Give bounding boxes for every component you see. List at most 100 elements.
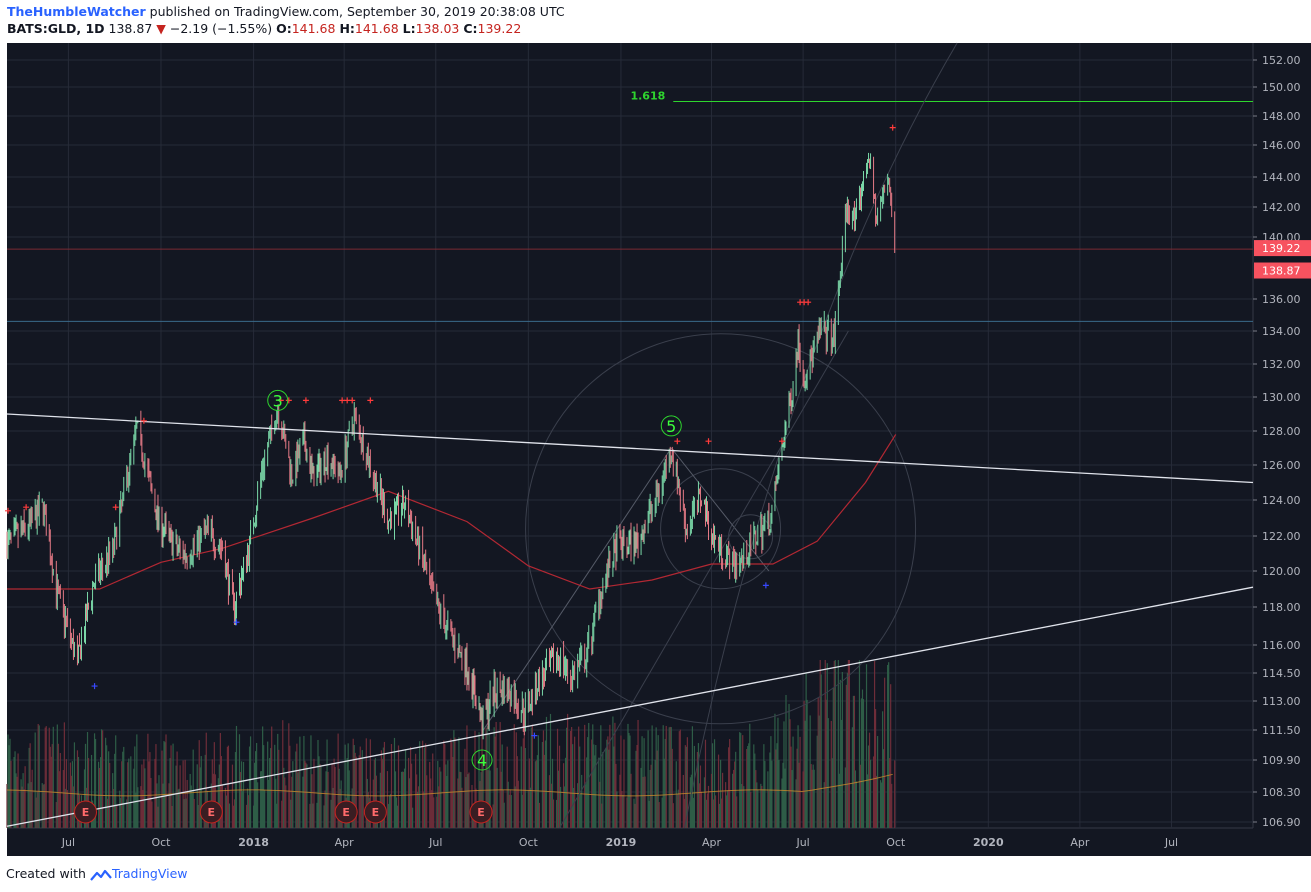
volume-bar [826,663,828,828]
volume-bar [854,770,857,828]
volume-bar [774,713,776,828]
volume-bar [468,772,470,828]
volume-bar [599,781,601,828]
volume-bar [657,735,659,828]
volume-bar [381,758,384,828]
volume-bar [52,726,54,828]
volume-bar [211,759,213,828]
earnings-marker[interactable] [334,800,358,824]
volume-bars [6,660,896,828]
volume-bar [662,725,664,828]
symbol-label[interactable]: BATS:GLD, 1D [7,21,105,36]
volume-bar [496,767,498,828]
volume-bar [183,799,185,828]
volume-bar [388,795,391,828]
y-tick-label: 148.00 [1262,110,1301,123]
volume-bar [400,771,403,828]
y-tick-label: 130.00 [1262,391,1301,404]
price-chart[interactable]: 1.618 3 4 5 E E E E E 152.00 150.00 148.00 146.00… [0,40,1311,856]
volume-bar [64,788,66,828]
volume-bar [256,743,258,828]
volume-bar [130,756,132,828]
volume-bar [614,722,616,828]
y-tick-label: 106.90 [1262,816,1301,829]
volume-bar [383,741,386,828]
volume-bar [24,766,26,828]
tradingview-logo-icon [90,869,112,881]
volume-bar [297,772,299,828]
volume-bar [430,778,432,828]
volume-bar [440,771,442,828]
volume-bar [136,734,138,828]
volume-bar [495,721,497,828]
open-label: O: [276,21,292,36]
volume-bar [83,769,86,828]
created-with-text: Created with [6,866,86,881]
volume-bar [337,733,339,828]
volume-bar [21,786,23,828]
volume-bar [713,739,716,828]
volume-bar [685,746,687,828]
volume-bar [669,726,671,828]
y-tick-label: 109.90 [1262,754,1301,767]
y-tick-label: 108.30 [1262,786,1301,799]
volume-bar [458,737,460,828]
volume-bar [888,662,890,828]
volume-bar [382,747,385,828]
y-tick-label: 142.00 [1262,201,1301,214]
volume-bar [348,770,350,828]
author-link[interactable]: TheHumbleWatcher [7,4,146,19]
volume-bar [732,773,734,828]
earnings-marker[interactable] [74,800,98,824]
volume-bar [245,804,248,828]
volume-bar [616,791,618,828]
volume-bar [641,736,643,828]
volume-bar [119,790,121,828]
volume-bar [241,791,244,828]
volume-bar [144,768,146,828]
volume-bar [876,736,879,828]
volume-bar [395,797,398,828]
volume-bar [344,744,346,828]
price-axis[interactable]: 152.00150.00148.00146.00144.00142.00140.… [1253,54,1311,829]
volume-bar [816,735,818,828]
earnings-marker[interactable] [199,800,223,824]
volume-bar [36,791,38,828]
volume-bar [698,783,701,828]
time-axis[interactable]: Jul Oct 2018 Apr Jul Oct 2019 Apr Jul Oct 2020 Apr J… [61,836,1178,849]
volume-bar [507,781,509,828]
volume-bar [264,789,266,828]
trendlines[interactable] [6,413,1254,827]
volume-bar [679,729,681,828]
volume-bar [461,787,463,828]
volume-bar [373,759,375,828]
volume-bar [537,735,540,828]
volume-bar [317,739,319,828]
volume-average [6,773,893,797]
earnings-marker[interactable] [469,800,493,824]
volume-bar [760,783,762,828]
volume-bar [290,799,292,828]
volume-bar [353,745,355,828]
wave-labels: 3 4 5 [267,389,682,771]
volume-bar [520,746,522,828]
volume-bar [178,788,180,828]
volume-bar [43,784,45,828]
volume-bar [140,786,142,828]
tradingview-brand[interactable]: TradingView [111,866,188,881]
volume-bar [796,748,798,828]
volume-bar [803,700,805,828]
earnings-marker-label: E [372,806,380,819]
earnings-marker-label: E [477,806,485,819]
volume-bar [316,802,318,828]
earnings-marker[interactable] [363,800,387,824]
volume-bar [57,743,59,828]
volume-bar [750,791,752,828]
red-cross-marker [344,397,351,404]
volume-bar [129,803,131,828]
volume-bar [508,794,510,828]
volume-bar [585,784,587,828]
volume-bar [872,756,875,828]
volume-bar [804,720,806,828]
